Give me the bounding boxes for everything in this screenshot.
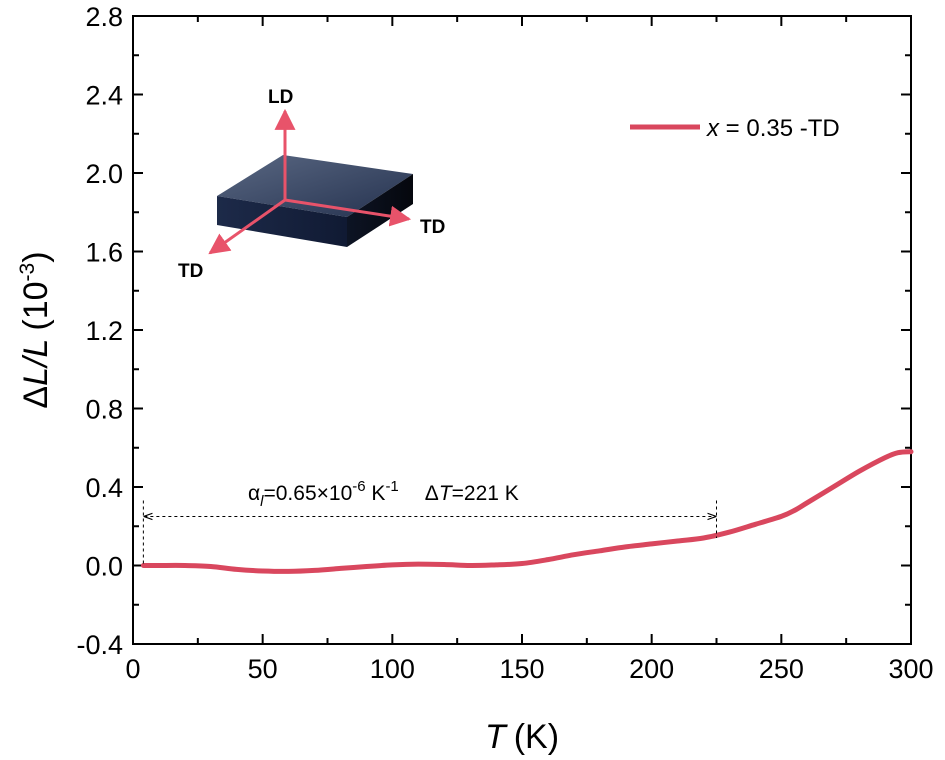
x-axis-ticks: 0 50 100 150 200 250 300 bbox=[125, 16, 934, 684]
arrow-td-front bbox=[208, 198, 286, 255]
legend-label: x = 0.35 -TD bbox=[706, 115, 840, 142]
y-tick-label: 0.0 bbox=[85, 552, 123, 582]
y-axis-ticks: -0.4 0.0 0.4 0.8 1.2 1.6 2.0 2.4 2.8 bbox=[76, 2, 911, 660]
x-tick-label: 100 bbox=[370, 654, 415, 684]
x-tick-label: 300 bbox=[888, 654, 933, 684]
x-tick-label: 250 bbox=[759, 654, 804, 684]
slab-top-face bbox=[217, 155, 413, 217]
x-axis-title: T (K) bbox=[485, 718, 559, 756]
sample-inset: LD TD TD bbox=[178, 87, 445, 282]
inset-label-td-front: TD bbox=[178, 261, 203, 282]
inset-label-ld: LD bbox=[268, 87, 293, 108]
series-line-x035-td bbox=[140, 449, 914, 574]
range-annotation-text: αl=0.65×10-6 K-1 ΔT=221 K bbox=[248, 478, 519, 510]
legend: x = 0.35 -TD bbox=[630, 115, 840, 142]
y-tick-label: 0.4 bbox=[85, 473, 123, 503]
y-tick-label: 1.2 bbox=[85, 316, 123, 346]
slab-front-face bbox=[217, 196, 347, 247]
arrow-td-right bbox=[284, 198, 412, 227]
x-tick-label: 50 bbox=[248, 654, 278, 684]
y-tick-label: 2.8 bbox=[85, 2, 123, 32]
range-annotation: αl=0.65×10-6 K-1 ΔT=221 K bbox=[142, 478, 717, 566]
x-tick-label: 150 bbox=[499, 654, 544, 684]
slab-side-face bbox=[347, 174, 413, 247]
y-axis-title: ΔL/L(10-3) bbox=[16, 251, 55, 408]
y-tick-label: 2.0 bbox=[85, 159, 123, 189]
inset-label-td-right: TD bbox=[420, 217, 445, 238]
y-tick-label: 2.4 bbox=[85, 81, 123, 111]
y-tick-label: 1.6 bbox=[85, 238, 123, 268]
plot-frame bbox=[132, 15, 912, 645]
y-tick-label: -0.4 bbox=[76, 630, 123, 660]
x-tick-label: 0 bbox=[125, 654, 140, 684]
y-tick-label: 0.8 bbox=[85, 395, 123, 425]
x-tick-label: 200 bbox=[629, 654, 674, 684]
